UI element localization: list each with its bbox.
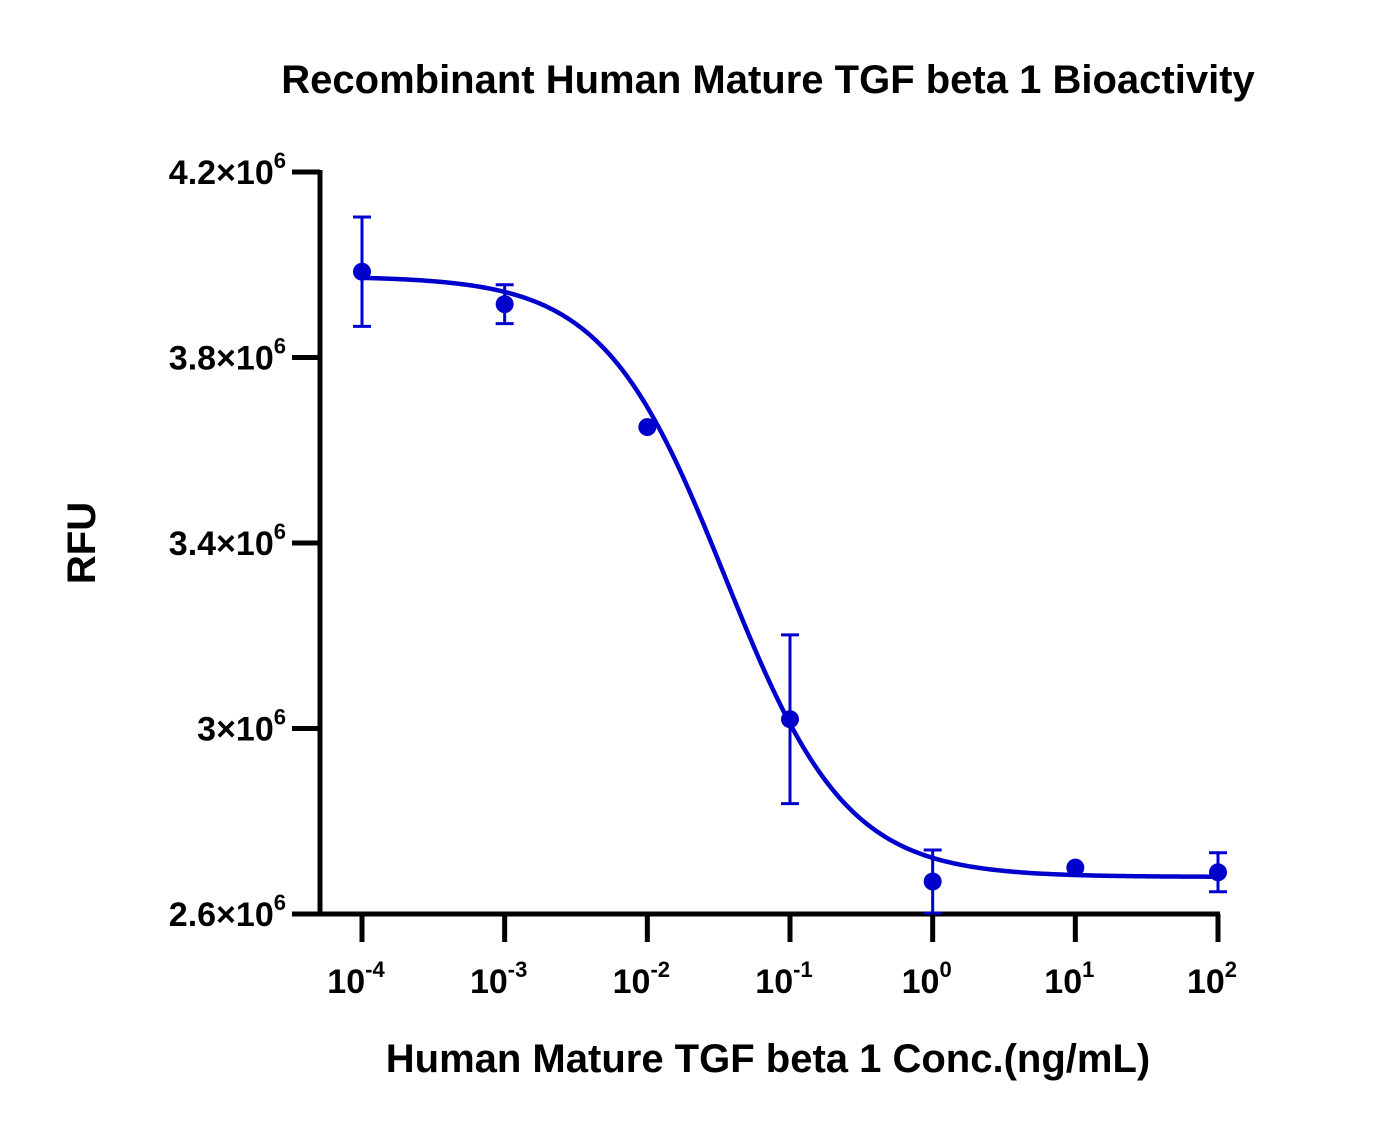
x-tick-label: 100 <box>902 957 952 1001</box>
y-tick-mantissa: 3×10 <box>197 711 274 749</box>
y-tick-label: 3×106 <box>197 705 286 749</box>
data-point <box>353 262 371 281</box>
data-point <box>923 872 942 891</box>
x-tick-label: 10-4 <box>327 957 385 1001</box>
y-tick-mantissa: 2.6×10 <box>169 896 274 934</box>
x-tick-label: 102 <box>1187 957 1237 1001</box>
y-tick-mantissa: 3.4×10 <box>169 525 274 563</box>
x-tick-exponent: -2 <box>650 957 670 982</box>
y-tick-exponent: 6 <box>274 519 286 544</box>
x-tick-label: 10-2 <box>613 957 670 1001</box>
x-tick-base: 10 <box>613 963 651 1001</box>
y-tick-mantissa: 4.2×10 <box>169 154 274 192</box>
y-tick-label: 4.2×106 <box>169 148 286 192</box>
data-point <box>1066 858 1085 877</box>
y-axis-label: RFU <box>60 502 104 584</box>
x-tick-base: 10 <box>755 963 793 1001</box>
x-tick-base: 10 <box>470 963 508 1001</box>
error-bars <box>353 215 1227 915</box>
chart-title: Recombinant Human Mature TGF beta 1 Bioa… <box>281 58 1255 102</box>
data-point <box>495 295 514 314</box>
x-tick-base: 10 <box>1044 963 1082 1001</box>
y-tick-exponent: 6 <box>274 705 286 730</box>
y-tick-label: 2.6×106 <box>169 890 286 934</box>
data-points <box>353 262 1227 891</box>
x-tick-label: 10-3 <box>470 957 527 1001</box>
data-point <box>1209 863 1227 882</box>
y-tick-mantissa: 3.8×10 <box>169 340 274 378</box>
x-tick-base: 10 <box>902 963 940 1001</box>
y-tick-exponent: 6 <box>274 334 286 359</box>
x-tick-exponent: 0 <box>939 957 951 982</box>
y-tick-exponent: 6 <box>274 890 286 915</box>
x-axis-label: Human Mature TGF beta 1 Conc.(ng/mL) <box>386 1037 1150 1081</box>
x-tick-exponent: -3 <box>508 957 528 982</box>
x-tick-exponent: -1 <box>793 957 813 982</box>
x-tick-label: 10-1 <box>755 957 812 1001</box>
data-point <box>781 710 799 729</box>
y-tick-exponent: 6 <box>274 148 286 173</box>
y-tick-label: 3.4×106 <box>169 519 286 563</box>
x-tick-exponent: 2 <box>1225 957 1237 982</box>
y-tick-label: 3.8×106 <box>169 334 286 378</box>
x-tick-base: 10 <box>1187 963 1225 1001</box>
data-point <box>638 418 657 437</box>
x-tick-label: 101 <box>1044 957 1094 1001</box>
x-tick-exponent: -4 <box>365 957 385 982</box>
x-tick-exponent: 1 <box>1082 957 1094 982</box>
x-tick-base: 10 <box>327 963 365 1001</box>
x-ticks: 10-4 10-3 10-2 10-1 100 101 102 <box>327 914 1237 1001</box>
